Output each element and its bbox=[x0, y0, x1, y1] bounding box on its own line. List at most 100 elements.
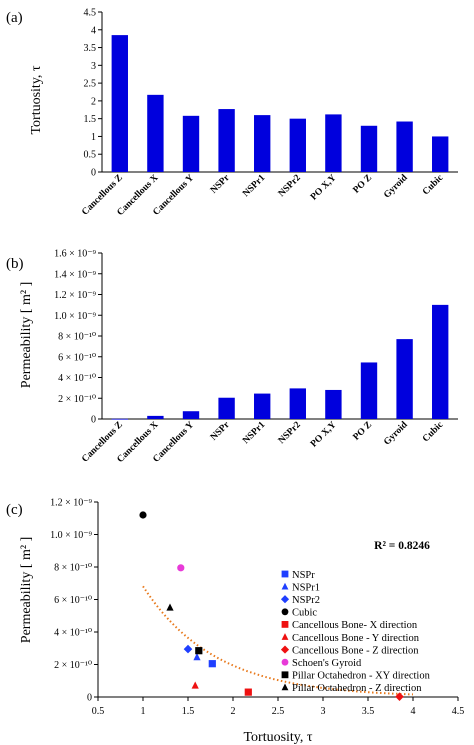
panel-c-x-tick-label: 4 bbox=[411, 706, 416, 717]
bar-gyroid bbox=[396, 339, 413, 419]
panel-b-y-tick-label: 2 × 10⁻¹⁰ bbox=[58, 394, 96, 405]
panel-c-y-tick-label: 2 × 10⁻¹⁰ bbox=[54, 660, 92, 671]
bar-cancellous-z bbox=[111, 418, 128, 420]
panel-a-x-tick-label: PO X,Y bbox=[309, 173, 339, 203]
legend-entry-label: Cancellous Bone- X direction bbox=[292, 620, 418, 631]
panel-a-y-axis-label: Tortuosity, τ bbox=[29, 65, 44, 134]
legend-marker-icon bbox=[281, 671, 289, 679]
legend-marker-icon bbox=[281, 633, 289, 640]
panel-a-x-tick-label: PO Z bbox=[352, 173, 375, 196]
legend-marker-icon bbox=[281, 608, 289, 616]
bar-po-x-y bbox=[325, 389, 342, 419]
point-pillar-octahedron-xy-direction bbox=[195, 647, 203, 655]
panel-a-tortuosity-bar-chart: (a) Tortuosity, τ 0 0.5 1 1.5 2 2.5 3 3.5 4 4.5 C… bbox=[6, 8, 458, 218]
panel-c-y-axis-label: Permeability [ m² ] bbox=[19, 537, 34, 643]
legend-entry-label: Cancellous Bone - Z direction bbox=[292, 645, 419, 656]
panel-c-label: (c) bbox=[6, 502, 23, 518]
legend-entry-label: Schoen's Gyroid bbox=[292, 658, 362, 669]
point-nspr2 bbox=[183, 644, 193, 654]
legend-entry-label: NSPr1 bbox=[292, 582, 320, 593]
panel-c-x-tick-label: 4.5 bbox=[452, 706, 465, 717]
legend-entry-label: Cubic bbox=[292, 608, 317, 619]
legend-marker-icon bbox=[281, 683, 289, 691]
point-nspr bbox=[208, 660, 216, 668]
point-cubic bbox=[139, 511, 147, 519]
panel-b-y-tick-label: 4 × 10⁻¹⁰ bbox=[58, 373, 96, 384]
panel-a-y-tick-label: 1.5 bbox=[84, 114, 97, 125]
panel-a-x-tick-label: NSPr1 bbox=[241, 173, 267, 199]
panel-c-y-tick-label: 1.0 × 10⁻⁹ bbox=[50, 530, 92, 541]
legend-entry-label: NSPr bbox=[292, 570, 315, 581]
panel-c-y-tick-label: 1.2 × 10⁻⁹ bbox=[50, 498, 92, 509]
bar-cancellous-x bbox=[147, 415, 164, 419]
legend-marker-icon bbox=[280, 595, 290, 604]
point-schoen-s-gyroid bbox=[177, 564, 185, 572]
bar-nspr2 bbox=[289, 118, 306, 172]
panel-c-scatter-chart: (c) Permeability [ m² ] Tortuosity, τ R²… bbox=[6, 498, 464, 745]
point-cancellous-bone-x-direction bbox=[244, 688, 252, 696]
panel-a-y-tick-label: 3.5 bbox=[84, 43, 97, 54]
legend-marker-icon bbox=[281, 621, 289, 628]
exponential-trendline bbox=[142, 585, 414, 696]
panel-c-x-tick-label: 2 bbox=[231, 706, 236, 717]
panel-a-label: (a) bbox=[6, 10, 23, 26]
panel-b-y-tick-label: 1.6 × 10⁻⁹ bbox=[54, 249, 96, 260]
panel-c-x-tick-label: 0.5 bbox=[92, 706, 105, 717]
panel-b-y-tick-label: 6 × 10⁻¹⁰ bbox=[58, 352, 96, 363]
panel-a-y-tick-label: 3 bbox=[91, 61, 96, 72]
panel-c-x-tick-label: 1.5 bbox=[182, 706, 195, 717]
bar-nspr bbox=[218, 109, 235, 172]
panel-a-x-tick-label: NSPr bbox=[209, 173, 232, 196]
bar-nspr1 bbox=[254, 393, 271, 419]
panel-b-y-tick-label: 8 × 10⁻¹⁰ bbox=[58, 332, 96, 343]
panel-b-x-tick-label: PO Z bbox=[352, 420, 375, 443]
panel-b-y-tick-label: 1.4 × 10⁻⁹ bbox=[54, 269, 96, 280]
panel-c-x-tick-label: 2.5 bbox=[272, 706, 285, 717]
bar-cubic bbox=[432, 136, 449, 172]
point-cancellous-bone-y-direction bbox=[191, 681, 199, 689]
panel-a-y-tick-label: 0.5 bbox=[84, 150, 97, 161]
panel-a-y-tick-label: 2 bbox=[91, 96, 96, 107]
bar-po-z bbox=[360, 125, 378, 172]
panel-c-x-tick-label: 1 bbox=[141, 706, 146, 717]
panel-a-y-tick-label: 1 bbox=[91, 132, 96, 143]
bar-po-z bbox=[360, 362, 378, 419]
panel-c-y-tick-label: 4 × 10⁻¹⁰ bbox=[54, 628, 92, 639]
panel-b-x-tick-label: Gyroid bbox=[382, 420, 410, 448]
panel-b-x-tick-label: Cubic bbox=[421, 420, 445, 444]
legend-marker-icon bbox=[281, 582, 289, 590]
bar-cancellous-x bbox=[147, 94, 164, 172]
panel-a-x-tick-label: Cubic bbox=[421, 173, 445, 197]
bar-po-x-y bbox=[325, 114, 342, 172]
panel-a-y-tick-label: 2.5 bbox=[84, 79, 97, 90]
panel-a-x-tick-label: Gyroid bbox=[382, 173, 410, 201]
panel-a-y-tick-label: 4 bbox=[91, 25, 96, 36]
panel-b-x-tick-label: NSPr bbox=[209, 420, 232, 443]
legend-marker-icon bbox=[280, 645, 290, 654]
bar-cubic bbox=[432, 304, 449, 419]
panel-b-y-axis-label: Permeability [ m² ] bbox=[19, 282, 34, 388]
panel-a-y-tick-label: 4.5 bbox=[84, 8, 97, 19]
panel-c-y-tick-label: 6 × 10⁻¹⁰ bbox=[54, 595, 92, 606]
legend-marker-icon bbox=[281, 658, 289, 666]
panel-b-label: (b) bbox=[6, 256, 24, 272]
legend-entry-label: NSPr2 bbox=[292, 595, 320, 606]
r-squared-annotation: R² = 0.8246 bbox=[374, 540, 430, 552]
point-pillar-octahedron-z-direction bbox=[166, 603, 174, 611]
panel-b-y-tick-label: 1.2 × 10⁻⁹ bbox=[54, 290, 96, 301]
bar-gyroid bbox=[396, 121, 413, 172]
panel-c-x-tick-label: 3 bbox=[321, 706, 326, 717]
panel-b-y-tick-label: 0 bbox=[91, 415, 96, 426]
panel-c-x-tick-label: 3.5 bbox=[362, 706, 375, 717]
legend-entry-label: Pillar Octahedron - Z direction bbox=[292, 683, 422, 694]
panel-b-y-tick-label: 1.0 × 10⁻⁹ bbox=[54, 311, 96, 322]
panel-b-permeability-bar-chart: (b) Permeability [ m² ] 0 2 × 10⁻¹⁰ 4 × 10… bbox=[6, 249, 458, 465]
point-nspr1 bbox=[193, 653, 201, 661]
bar-cancellous-z bbox=[111, 35, 128, 172]
bar-nspr2 bbox=[289, 388, 306, 419]
panel-b-x-tick-label: PO X,Y bbox=[309, 420, 339, 450]
bar-cancellous-y bbox=[182, 115, 200, 172]
bar-nspr bbox=[218, 397, 235, 419]
panel-c-y-tick-label: 0 bbox=[87, 693, 92, 704]
